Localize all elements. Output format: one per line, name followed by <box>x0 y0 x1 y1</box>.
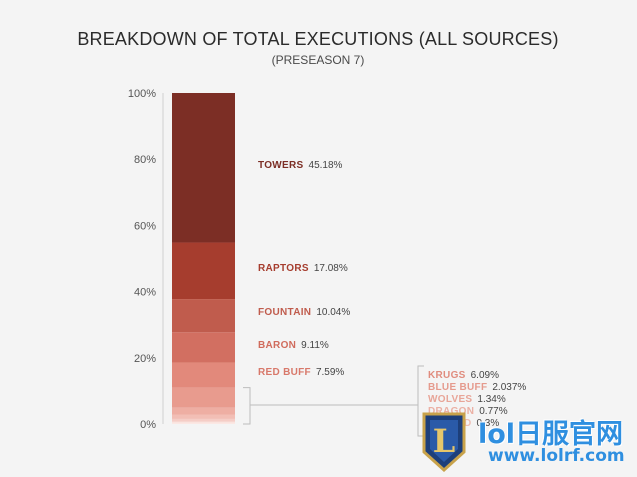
segment-name: WOLVES <box>428 394 472 405</box>
y-tick-label: 60% <box>134 220 156 232</box>
segment-label: FOUNTAIN 10.04% <box>258 307 350 318</box>
segment-name: BLUE BUFF <box>428 382 487 393</box>
chart-title: BREAKDOWN OF TOTAL EXECUTIONS (ALL SOURC… <box>77 29 558 49</box>
watermark: L lol日服官网 www.lolrf.com <box>418 408 637 477</box>
segment-value: 1.34% <box>477 394 505 405</box>
small-segments-bracket <box>243 365 424 437</box>
segment-label: BARON 9.11% <box>258 340 329 351</box>
watermark-text: lol日服官网 <box>478 419 624 450</box>
bar-segment-raptors <box>172 242 235 300</box>
y-tick-label: 20% <box>134 353 156 365</box>
segment-name: RED BUFF <box>258 367 311 378</box>
segment-value: 17.08% <box>314 263 348 274</box>
chart-subtitle: (PRESEASON 7) <box>272 53 365 67</box>
segment-label: KRUGS 6.09% <box>428 370 499 381</box>
segment-value: 0.77% <box>479 406 507 417</box>
segment-name: DRAGON <box>428 406 474 417</box>
bar-segment-dragon <box>172 418 235 422</box>
segment-labels: TOWERS 45.18% RAPTORS 17.08% FOUNTAIN 10.04% B… <box>258 160 526 429</box>
bracket-right <box>417 365 424 437</box>
bar-segment-fountain <box>172 299 235 333</box>
segment-label: WOLVES 1.34% <box>428 394 506 405</box>
bar-segment-wolves <box>172 414 235 419</box>
segment-name: RAPTORS <box>258 263 309 274</box>
segment-label: RED BUFF 7.59% <box>258 367 344 378</box>
stacked-bar <box>172 93 235 424</box>
y-tick-label: 40% <box>134 287 156 299</box>
bar-segment-towers <box>172 93 235 243</box>
y-tick-label: 0% <box>140 419 156 431</box>
segment-label: DRAGON 0.77% <box>428 406 508 417</box>
logo-letter: L <box>433 422 456 460</box>
bar-segment-blue-buff <box>172 407 235 415</box>
segment-label: RAPTORS 17.08% <box>258 263 348 274</box>
watermark-url: www.lolrf.com <box>488 446 625 466</box>
segment-value: 45.18% <box>309 160 343 171</box>
segment-value: 9.11% <box>301 340 329 351</box>
segment-value: 10.04% <box>316 307 350 318</box>
segment-value: 2.037% <box>492 382 526 393</box>
y-tick-label: 100% <box>128 88 156 100</box>
segment-value: 7.59% <box>316 367 344 378</box>
segment-name: BARON <box>258 340 296 351</box>
bar-segment-red-buff <box>172 362 235 388</box>
segment-label: BLUE BUFF 2.037% <box>428 382 526 393</box>
bar-segment-remainder <box>172 422 235 424</box>
y-axis: 0% 20% 40% 60% 80% 100% <box>128 88 164 431</box>
lol-logo-icon: L <box>422 412 466 472</box>
bracket-left <box>243 387 251 425</box>
segment-value: 0.3% <box>476 418 499 429</box>
y-tick-label: 80% <box>134 154 156 166</box>
bar-segment-herald <box>172 421 235 423</box>
segment-name: KRUGS <box>428 370 466 381</box>
segment-label: TOWERS 45.18% <box>258 160 343 171</box>
segment-value: 6.09% <box>471 370 499 381</box>
segment-name: TOWERS <box>258 160 304 171</box>
bar-segment-baron <box>172 332 235 363</box>
segment-name: FOUNTAIN <box>258 307 311 318</box>
bar-segment-krugs <box>172 387 235 408</box>
